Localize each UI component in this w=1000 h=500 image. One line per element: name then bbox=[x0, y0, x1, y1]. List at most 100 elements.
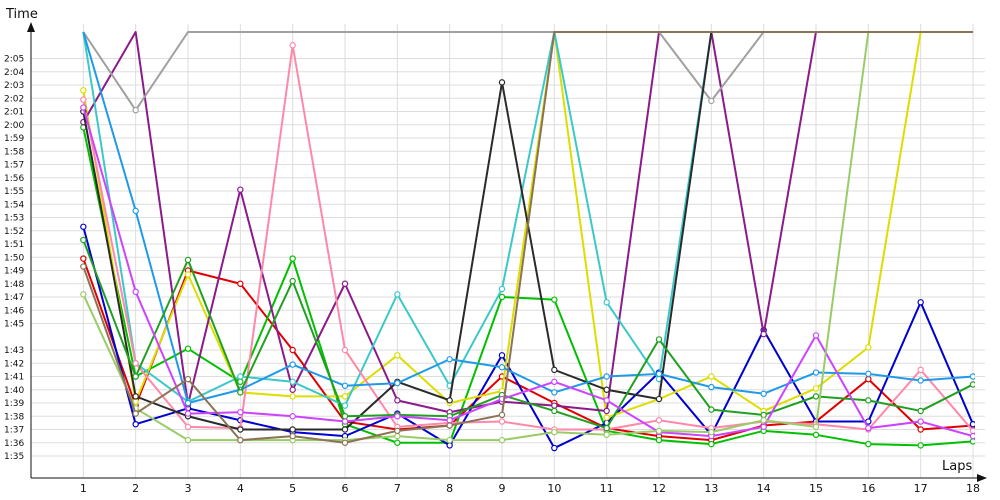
data-point bbox=[289, 393, 296, 400]
x-tick-label: 10 bbox=[547, 482, 561, 495]
x-tick-label: 5 bbox=[289, 482, 296, 495]
data-point bbox=[237, 409, 244, 416]
data-point bbox=[341, 426, 349, 433]
axes: Time Laps bbox=[5, 7, 987, 482]
data-point bbox=[80, 291, 87, 298]
data-point bbox=[394, 427, 401, 435]
data-point bbox=[132, 393, 139, 400]
data-point bbox=[446, 422, 453, 429]
data-point bbox=[446, 417, 453, 424]
data-point bbox=[708, 428, 715, 436]
data-point bbox=[289, 42, 296, 49]
data-point bbox=[969, 427, 975, 435]
data-point bbox=[708, 383, 715, 391]
x-tick-label: 17 bbox=[914, 482, 928, 495]
y-tick-label: 1:42 bbox=[4, 359, 24, 369]
data-point bbox=[289, 386, 296, 393]
data-point bbox=[603, 397, 610, 404]
data-point bbox=[394, 413, 401, 420]
data-point bbox=[80, 236, 87, 244]
y-tick-label: 1:53 bbox=[4, 214, 24, 224]
data-point bbox=[132, 207, 139, 215]
data-point bbox=[289, 378, 296, 385]
y-tick-labels: 1:35 1:36 1:37 1:38 1:39 1:40 1:41 1:42 1:43 1:45… bbox=[4, 55, 24, 463]
data-point bbox=[655, 417, 663, 424]
x-tick-label: 16 bbox=[861, 482, 875, 495]
x-tick-label: 7 bbox=[394, 482, 401, 495]
y-tick-label: 1:54 bbox=[4, 200, 24, 210]
data-point bbox=[341, 439, 349, 446]
x-tick-label: 13 bbox=[704, 482, 718, 495]
series-line bbox=[82, 107, 974, 438]
data-point bbox=[237, 389, 244, 396]
data-point bbox=[341, 413, 349, 420]
data-point bbox=[760, 390, 767, 397]
data-point bbox=[865, 424, 872, 432]
data-point bbox=[708, 373, 715, 380]
series-line bbox=[82, 239, 974, 430]
data-point bbox=[132, 410, 139, 417]
data-point bbox=[394, 439, 401, 446]
data-point bbox=[917, 418, 924, 425]
y-tick-label: 2:01 bbox=[4, 108, 24, 118]
x-tick-label: 18 bbox=[966, 482, 980, 495]
y-tick-label: 1:41 bbox=[4, 373, 24, 383]
series-layer bbox=[80, 31, 975, 452]
data-point bbox=[289, 432, 296, 440]
y-axis-arrow bbox=[27, 22, 35, 32]
y-tick-label: 1:40 bbox=[4, 386, 24, 396]
x-axis-arrow bbox=[977, 474, 987, 482]
data-point bbox=[551, 378, 558, 385]
data-point bbox=[603, 373, 610, 380]
data-point bbox=[865, 397, 872, 404]
y-tick-label: 2:03 bbox=[4, 81, 24, 91]
data-point bbox=[603, 414, 610, 421]
y-tick-label: 1:35 bbox=[4, 452, 24, 462]
data-point bbox=[237, 373, 244, 380]
data-point bbox=[969, 438, 975, 445]
data-point bbox=[341, 418, 349, 425]
data-point bbox=[812, 369, 820, 376]
data-point bbox=[237, 436, 244, 444]
data-point bbox=[237, 280, 244, 287]
data-point bbox=[237, 426, 244, 433]
data-point bbox=[341, 280, 349, 287]
x-tick-label: 14 bbox=[757, 482, 771, 495]
data-point bbox=[80, 104, 87, 111]
y-tick-label: 2:02 bbox=[4, 94, 24, 104]
data-point bbox=[655, 370, 663, 378]
data-point bbox=[865, 440, 872, 448]
data-point bbox=[446, 442, 453, 449]
x-tick-label: 8 bbox=[446, 482, 453, 495]
data-point bbox=[289, 346, 296, 354]
y-tick-label: 1:46 bbox=[4, 306, 24, 316]
y-tick-label: 1:51 bbox=[4, 240, 24, 250]
data-point bbox=[551, 389, 558, 396]
data-point bbox=[655, 427, 663, 435]
data-point bbox=[394, 432, 401, 440]
x-tick-label: 15 bbox=[809, 482, 823, 495]
data-point bbox=[394, 352, 401, 359]
y-tick-label: 1:43 bbox=[4, 346, 24, 356]
data-point bbox=[184, 271, 192, 278]
x-tick-labels: 1 2 3 4 5 6 7 8 9 10 11 12 13 14 15 16 17 18 bbox=[80, 482, 980, 495]
data-point bbox=[132, 421, 139, 428]
x-tick-label: 12 bbox=[652, 482, 666, 495]
data-point bbox=[341, 382, 349, 389]
data-point bbox=[184, 375, 192, 383]
y-tick-label: 1:39 bbox=[4, 399, 24, 409]
data-point bbox=[708, 406, 715, 413]
data-point bbox=[184, 436, 192, 444]
data-point bbox=[917, 442, 924, 449]
data-point bbox=[812, 332, 820, 339]
data-point bbox=[865, 375, 872, 383]
data-point bbox=[394, 291, 401, 298]
y-tick-label: 1:48 bbox=[4, 280, 24, 290]
y-tick-label: 1:47 bbox=[4, 293, 24, 303]
y-tick-label: 1:57 bbox=[4, 161, 24, 171]
data-point bbox=[289, 255, 296, 262]
data-point bbox=[132, 106, 139, 114]
data-point bbox=[289, 361, 296, 368]
series-line bbox=[82, 226, 974, 450]
